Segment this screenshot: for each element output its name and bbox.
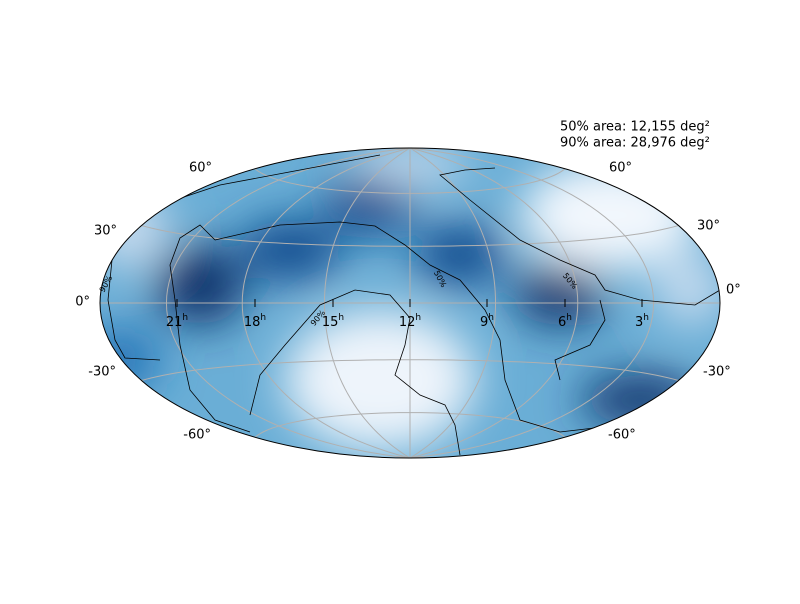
ra-label: 3h: [635, 313, 649, 330]
ra-label: 9h: [480, 313, 494, 330]
dec-label: 30°: [697, 219, 720, 234]
ra-value: 21: [166, 315, 183, 330]
dec-label: 0°: [726, 283, 741, 298]
meridian: [165, 148, 411, 458]
ra-value: 15: [322, 315, 339, 330]
meridian: [409, 148, 497, 458]
probability-map: [100, 148, 720, 458]
ra-unit: h: [415, 313, 421, 323]
dec-label: 0°: [75, 295, 90, 310]
dec-label: -30°: [703, 365, 731, 380]
ra-unit: h: [260, 313, 266, 323]
map-frame: [99, 147, 721, 459]
dec-label: -30°: [88, 365, 116, 380]
meridian: [409, 148, 579, 458]
ra-value: 12: [399, 315, 416, 330]
dec-label: 60°: [189, 161, 212, 176]
ra-label: 18h: [244, 313, 266, 330]
ra-unit: h: [338, 313, 344, 323]
annotation: 90% area: 28,976 deg²: [560, 136, 710, 151]
ra-label: 15h: [322, 313, 344, 330]
contour-50: [554, 299, 606, 381]
contour-50: [169, 224, 251, 433]
ra-label: 21h: [166, 313, 188, 330]
ra-label: 12h: [399, 313, 421, 330]
ra-unit: h: [488, 313, 494, 323]
contour-90: [249, 289, 461, 456]
annotation: 50% area: 12,155 deg²: [560, 120, 710, 135]
ra-value: 6: [558, 315, 566, 330]
contour-90: [107, 259, 161, 361]
ra-value: 18: [244, 315, 261, 330]
dec-label: -60°: [183, 428, 211, 443]
dec-label: -60°: [608, 428, 636, 443]
meridian: [241, 148, 411, 458]
ra-value: 3: [635, 315, 643, 330]
dec-label: 60°: [609, 161, 632, 176]
ra-unit: h: [643, 313, 649, 323]
contour-50: [439, 167, 720, 306]
dec-label: 30°: [94, 224, 117, 239]
ra-label: 6h: [558, 313, 572, 330]
ra-value: 9: [480, 315, 488, 330]
ra-unit: h: [566, 313, 572, 323]
ra-unit: h: [182, 313, 188, 323]
